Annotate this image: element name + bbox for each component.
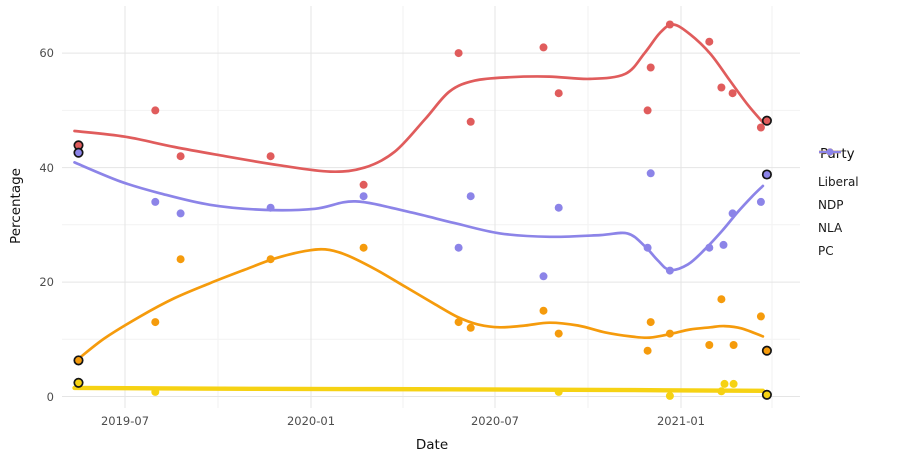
poll-point-pc [719, 240, 728, 249]
data-points-ndp [151, 243, 765, 355]
data-points-pc [151, 169, 765, 281]
poll-point-liberal [466, 117, 475, 126]
y-tick-label-60: 60 [39, 46, 54, 61]
election-point-liberal [761, 115, 772, 126]
poll-point-ndp [729, 341, 738, 349]
y-axis-title: Percentage [8, 168, 24, 244]
poll-point-nla [729, 379, 738, 388]
y-tick-label-0: 0 [46, 389, 54, 404]
poll-point-ndp [176, 255, 185, 264]
poll-point-ndp [539, 306, 548, 315]
poll-point-liberal [359, 180, 368, 189]
poll-point-ndp [665, 329, 674, 338]
poll-point-pc [728, 209, 737, 218]
data-points-nla [151, 379, 738, 400]
poll-point-liberal [151, 106, 160, 115]
poll-point-nla [665, 391, 674, 400]
poll-point-ndp [554, 329, 563, 338]
x-tick-label-2020-07: 2020-07 [470, 414, 520, 428]
legend-entry-liberal: Liberal [818, 148, 900, 189]
poll-point-liberal [705, 37, 714, 46]
poll-point-pc [454, 243, 463, 252]
poll-point-liberal [665, 20, 674, 29]
legend-label-liberal: Liberal [818, 175, 859, 189]
x-axis-title: Date [415, 437, 449, 453]
election-point-pc [73, 147, 84, 158]
legend-label-pc: PC [818, 244, 834, 258]
legend-entry-nla: NLA [818, 148, 900, 235]
poll-point-ndp [266, 255, 275, 264]
poll-point-nla [554, 387, 563, 396]
poll-point-ndp [359, 243, 368, 252]
poll-point-pc [665, 266, 674, 275]
poll-point-pc [643, 243, 652, 252]
legend-key-point [826, 148, 834, 156]
poll-point-liberal [554, 89, 563, 98]
poll-point-ndp [646, 318, 655, 327]
poll-point-liberal [756, 123, 765, 132]
y-tick-label-40: 40 [39, 160, 54, 175]
x-tick-label-2019-07: 2019-07 [100, 414, 150, 428]
election-point-ndp [761, 345, 772, 356]
poll-point-ndp [454, 318, 463, 327]
election-point-nla [761, 389, 772, 400]
poll-point-ndp [705, 341, 714, 349]
x-tick-label-2021-01: 2021-01 [656, 414, 706, 428]
poll-point-nla [151, 387, 160, 396]
poll-point-liberal [454, 49, 463, 58]
poll-point-ndp [756, 312, 765, 321]
poll-point-nla [720, 379, 729, 388]
poll-point-liberal [646, 63, 655, 72]
poll-point-liberal [539, 43, 548, 52]
poll-point-nla [717, 387, 726, 396]
poll-point-ndp [151, 318, 160, 327]
trend-line-pc [73, 161, 765, 272]
poll-point-pc [756, 197, 765, 206]
trend-line-nla [72, 385, 766, 393]
trend-line-liberal [73, 23, 765, 174]
poll-point-ndp [466, 323, 475, 332]
x-tick-label-2020-01: 2020-01 [286, 414, 336, 428]
gridlines-minor [62, 6, 800, 408]
poll-point-pc [646, 169, 655, 178]
poll-point-pc [554, 203, 563, 212]
legend-entries: Liberal NDP NLA PC [818, 148, 900, 258]
legend-label-nla: NLA [818, 221, 843, 235]
poll-point-ndp [717, 295, 726, 304]
poll-point-liberal [717, 83, 726, 92]
legend: Party Liberal NDP NLA PC [818, 146, 900, 267]
gridlines-major [62, 6, 800, 408]
poll-point-pc [176, 209, 185, 218]
election-point-ndp [73, 355, 84, 366]
poll-point-liberal [266, 152, 275, 161]
data-points-liberal [151, 20, 765, 189]
poll-point-pc [539, 272, 548, 281]
legend-label-ndp: NDP [818, 198, 844, 212]
poll-point-liberal [643, 106, 652, 115]
election-point-nla [73, 377, 84, 388]
legend-key-icon-pc [819, 148, 841, 156]
trend-line-ndp [77, 247, 765, 361]
poll-point-ndp [643, 346, 652, 355]
poll-point-pc [359, 192, 368, 201]
poll-point-pc [466, 192, 475, 201]
poll-point-pc [266, 203, 275, 212]
y-tick-label-20: 20 [39, 275, 54, 290]
legend-entry-ndp: NDP [818, 148, 900, 212]
poll-point-liberal [176, 152, 185, 161]
poll-point-liberal [728, 89, 737, 98]
poll-point-pc [705, 243, 714, 252]
legend-entry-pc: PC [818, 148, 900, 258]
poll-point-pc [151, 197, 160, 206]
election-point-pc [761, 169, 772, 180]
y-axis-title-wrap: Percentage [8, 0, 24, 412]
